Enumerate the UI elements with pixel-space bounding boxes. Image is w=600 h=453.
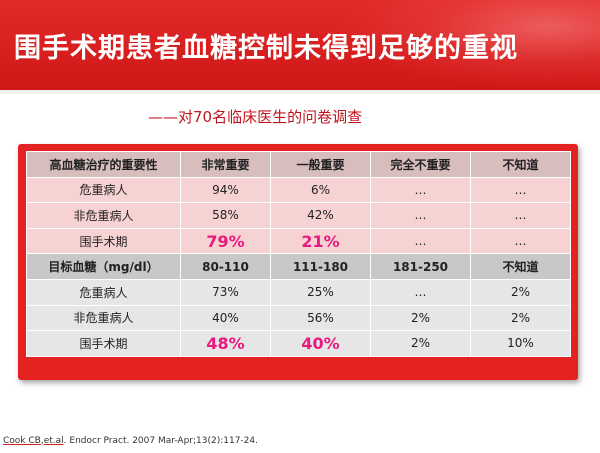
slide-subtitle: ——对70名临床医生的问卷调查: [148, 108, 363, 126]
header-cell: 一般重要: [270, 151, 371, 178]
header-cell: 高血糖治疗的重要性: [26, 151, 181, 178]
table-cell: …: [470, 176, 571, 204]
header-cell: 完全不重要: [370, 151, 471, 178]
header-cell: 目标血糖（mg/dl）: [26, 253, 181, 280]
table-cell: …: [370, 176, 471, 204]
highlight-cell: 21%: [270, 227, 371, 255]
table-cell: 10%: [470, 330, 571, 357]
table-cell: 2%: [470, 304, 571, 332]
title-banner: 围手术期患者血糖控制未得到足够的重视: [0, 0, 600, 94]
highlight-cell: 40%: [270, 330, 371, 357]
table-cell: 6%: [270, 176, 371, 204]
table-cell: 2%: [470, 278, 571, 306]
table-cell: 40%: [180, 304, 271, 332]
table-cell: …: [370, 227, 471, 255]
table-frame: 高血糖治疗的重要性 非常重要 一般重要 完全不重要 不知道 危重病人 94% 6…: [18, 144, 578, 380]
table-cell: …: [470, 227, 571, 255]
table-cell: 94%: [180, 176, 271, 204]
highlight-cell: 79%: [180, 227, 271, 255]
slide-title: 围手术期患者血糖控制未得到足够的重视: [14, 33, 518, 64]
table-row: 非危重病人 40% 56% 2% 2%: [26, 304, 571, 332]
table-header-importance: 高血糖治疗的重要性 非常重要 一般重要 完全不重要 不知道: [26, 151, 571, 178]
table-cell: 2%: [370, 304, 471, 332]
header-cell: 181-250: [370, 253, 471, 280]
table-cell: 58%: [180, 202, 271, 229]
row-label: 危重病人: [26, 176, 181, 204]
header-cell: 不知道: [470, 253, 571, 280]
banner-decoration: [340, 0, 600, 90]
table-header-target-glucose: 目标血糖（mg/dl） 80-110 111-180 181-250 不知道: [26, 253, 571, 280]
header-cell: 111-180: [270, 253, 371, 280]
row-label: 围手术期: [26, 227, 181, 255]
table-cell: 25%: [270, 278, 371, 306]
citation-author: Cook CB: [3, 436, 41, 446]
table-cell: 42%: [270, 202, 371, 229]
table-cell: …: [370, 278, 471, 306]
highlight-cell: 48%: [180, 330, 271, 357]
header-cell: 不知道: [470, 151, 571, 178]
table-cell: 2%: [370, 330, 471, 357]
table-row: 危重病人 73% 25% … 2%: [26, 278, 571, 306]
table-cell: …: [370, 202, 471, 229]
table-cell: …: [470, 202, 571, 229]
row-label: 非危重病人: [26, 304, 181, 332]
table-cell: 73%: [180, 278, 271, 306]
table-cell: 56%: [270, 304, 371, 332]
citation-etal: et.al: [43, 436, 64, 446]
row-label: 围手术期: [26, 330, 181, 357]
header-cell: 非常重要: [180, 151, 271, 178]
citation-source: Endocr Pract. 2007 Mar-Apr;13(2):117-24.: [69, 436, 258, 446]
header-cell: 80-110: [180, 253, 271, 280]
table-row: 危重病人 94% 6% … …: [26, 176, 571, 204]
table-row: 围手术期 79% 21% … …: [26, 227, 571, 255]
table-row: 非危重病人 58% 42% … …: [26, 202, 571, 229]
row-label: 危重病人: [26, 278, 181, 306]
citation: Cook CB,et.al. Endocr Pract. 2007 Mar-Ap…: [3, 436, 258, 446]
survey-table: 高血糖治疗的重要性 非常重要 一般重要 完全不重要 不知道 危重病人 94% 6…: [26, 151, 571, 357]
table-row: 围手术期 48% 40% 2% 10%: [26, 330, 571, 357]
row-label: 非危重病人: [26, 202, 181, 229]
